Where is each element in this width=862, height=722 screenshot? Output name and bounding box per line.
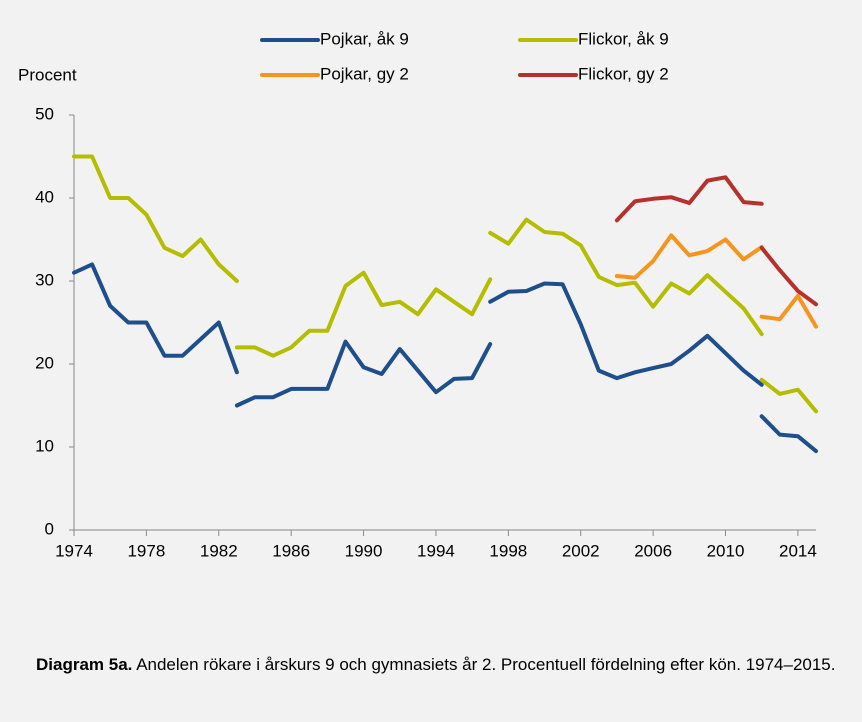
y-tick-label: 10	[35, 436, 54, 455]
y-tick-label: 50	[35, 104, 54, 123]
legend-label: Flickor, gy 2	[578, 64, 669, 83]
x-tick-label: 1994	[417, 541, 455, 560]
x-tick-label: 2006	[634, 541, 672, 560]
chart: Procent 0 10 20 30 40 50 1974 1978 1982 1986 1990 1…	[18, 29, 818, 560]
y-tick-label: 40	[35, 187, 54, 206]
x-tick-label: 2002	[562, 541, 600, 560]
x-tick-label: 2014	[779, 541, 817, 560]
x-tick-label: 1990	[345, 541, 383, 560]
series-line	[72, 154, 818, 414]
legend-label: Flickor, åk 9	[578, 29, 669, 48]
legend-label: Pojkar, gy 2	[320, 64, 409, 83]
x-tick-label: 1974	[55, 541, 93, 560]
caption: Diagram 5a. Andelen rökare i årskurs 9 o…	[36, 654, 836, 676]
y-tick-label: 20	[35, 353, 54, 372]
series-line	[614, 175, 818, 307]
caption-text: Andelen rökare i årskurs 9 och gymnasiet…	[136, 655, 836, 674]
series-line	[614, 233, 818, 329]
x-tick-label: 1982	[200, 541, 238, 560]
series-line	[72, 262, 818, 454]
x-tick-label: 1978	[127, 541, 165, 560]
y-tick-label: 0	[45, 519, 54, 538]
x-tick-label: 1998	[489, 541, 527, 560]
x-tick-label: 2010	[707, 541, 745, 560]
y-axis-label: Procent	[18, 65, 77, 84]
x-tick-label: 1986	[272, 541, 310, 560]
y-tick-label: 30	[35, 270, 54, 289]
caption-label: Diagram 5a.	[36, 655, 133, 674]
legend-label: Pojkar, åk 9	[320, 29, 409, 48]
